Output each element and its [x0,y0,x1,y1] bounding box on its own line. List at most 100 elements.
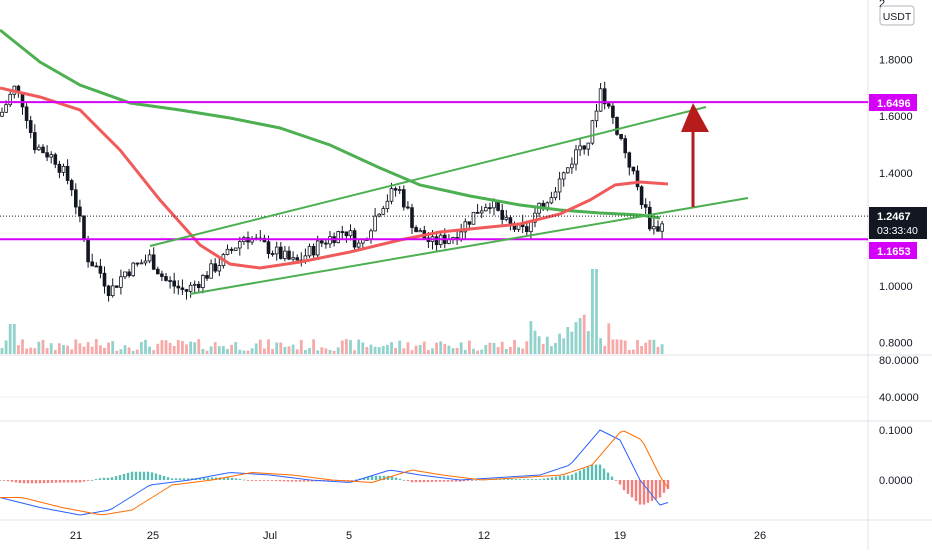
candle-body [86,238,90,263]
volume-bar [193,342,197,354]
volume-bar [21,339,24,354]
volume-bar [328,349,332,354]
candle-body [475,211,480,214]
candle-body [590,120,595,144]
volume-bar [66,345,69,354]
volume-bar [308,348,311,354]
macd-histogram-bar [22,480,26,484]
volume-bar [246,350,250,354]
volume-bar [78,343,82,354]
candle-body [33,132,37,151]
volume-bar [422,341,426,354]
price-tick-label: 2 [879,0,885,10]
macd-histogram-bar [162,475,166,480]
candle-body [414,227,418,233]
macd-histogram-bar [210,477,214,480]
candle-body [336,231,340,244]
candle-body [119,276,123,288]
macd-histogram-bar [618,480,622,485]
currency-badge[interactable]: USDT [879,5,915,26]
volume-bar [652,339,656,354]
macd-histogram-bar [514,479,518,480]
volume-bar [468,340,471,354]
volume-bar [217,346,221,354]
candle-body [315,240,320,256]
macd-histogram-bar [558,475,562,480]
macd-histogram-bar [614,480,618,481]
macd-histogram-bar [82,480,86,482]
macd-histogram-bar [226,477,230,480]
macd-histogram-bar [78,480,82,483]
candle-body [184,289,189,292]
volume-bar [377,347,381,354]
candle-body [168,280,172,282]
candle-body [344,231,349,237]
volume-bar [591,269,594,354]
macd-histogram-bar [14,480,18,483]
macd-histogram-bar [390,476,394,480]
macd-histogram-bar [222,477,226,480]
macd-histogram-bar [542,478,546,480]
macd-pane [0,429,670,516]
current-price-text: 1.2467 [877,211,911,223]
volume-bar [234,342,238,354]
volume-bar [181,341,184,354]
macd-histogram-bar [466,480,470,481]
volume-bar [25,348,28,354]
volume-bar [615,339,619,354]
macd-histogram-bar [546,477,550,480]
rsi-tick-label: 80.0000 [879,355,919,367]
volume-bar [238,349,242,354]
volume-bar [201,348,205,354]
macd-histogram-bar [6,480,10,482]
support-price-label: 1.1653 [869,242,917,259]
volume-bar [492,343,496,354]
volume-bar [185,344,188,354]
candle-body [373,215,377,232]
macd-histogram-bar [650,480,654,501]
candle-body [106,285,111,297]
macd-histogram-bar [38,480,42,484]
macd-histogram-bar [530,479,534,480]
candle-body [553,191,558,199]
volume-bar [90,346,94,354]
macd-histogram-bar [174,478,178,480]
macd-histogram-bar [474,479,478,481]
macd-histogram-bar [302,480,306,482]
volume-bar [230,344,233,354]
macd-histogram-bar [450,480,454,482]
candle-body [90,261,95,267]
candle-body [570,163,574,169]
candle-body [225,248,230,255]
macd-histogram-bar [522,479,526,480]
volume-bar [33,348,37,354]
candle-body [188,284,193,292]
candle-body [217,265,222,272]
volume-bar [554,342,557,354]
time-tick-label: 26 [754,530,766,542]
volume-bar [513,339,516,354]
macd-histogram-bar [154,473,158,480]
candle-body [291,257,295,260]
chart-background [0,0,868,550]
chart-drawings[interactable] [0,101,868,295]
volume-bar [435,342,438,354]
volume-bar [529,321,533,354]
macd-histogram-bar [110,477,114,480]
volume-bar [94,339,98,354]
macd-histogram-bar [394,477,398,480]
candle-body [410,207,414,228]
macd-histogram-bar [370,475,374,480]
candle-body [356,242,361,248]
candle-body [196,283,201,288]
volume-bar [99,345,102,354]
macd-histogram-bar [262,480,266,481]
candle-body [340,231,345,233]
price-tick-label: 1.4000 [879,168,913,180]
macd-histogram-bar [58,480,62,483]
macd-histogram-bar [294,480,298,482]
volume-bar [197,339,201,354]
candle-body [274,246,279,255]
